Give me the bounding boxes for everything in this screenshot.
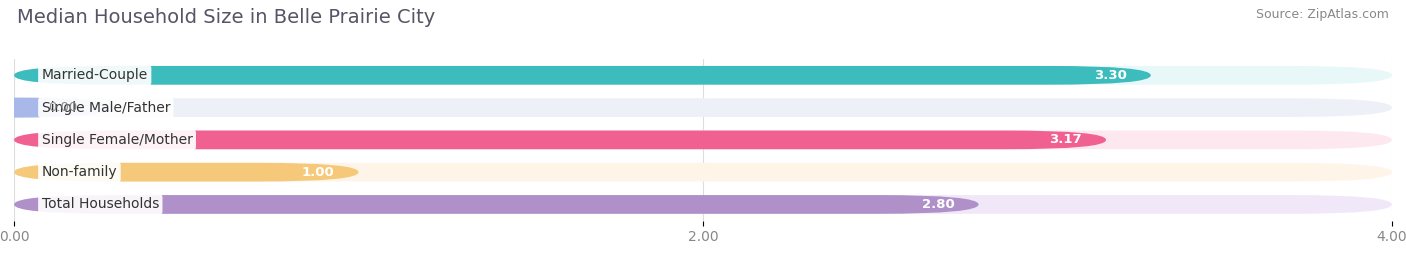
Text: Married-Couple: Married-Couple (42, 68, 148, 82)
Text: Single Male/Father: Single Male/Father (42, 101, 170, 115)
Text: 3.17: 3.17 (1049, 133, 1083, 146)
FancyBboxPatch shape (14, 130, 1107, 149)
Text: 2.80: 2.80 (922, 198, 955, 211)
Text: Total Households: Total Households (42, 197, 159, 211)
FancyBboxPatch shape (14, 163, 1392, 182)
FancyBboxPatch shape (14, 163, 359, 182)
Text: 3.30: 3.30 (1094, 69, 1126, 82)
FancyBboxPatch shape (14, 98, 1392, 117)
FancyBboxPatch shape (14, 66, 1392, 85)
Text: 1.00: 1.00 (302, 166, 335, 179)
FancyBboxPatch shape (14, 195, 1392, 214)
Text: Single Female/Mother: Single Female/Mother (42, 133, 193, 147)
Text: Non-family: Non-family (42, 165, 117, 179)
FancyBboxPatch shape (14, 66, 1150, 85)
Text: Median Household Size in Belle Prairie City: Median Household Size in Belle Prairie C… (17, 8, 434, 27)
FancyBboxPatch shape (14, 130, 1392, 149)
Text: 0.00: 0.00 (48, 101, 77, 114)
Circle shape (0, 98, 114, 117)
Text: Source: ZipAtlas.com: Source: ZipAtlas.com (1256, 8, 1389, 21)
FancyBboxPatch shape (14, 195, 979, 214)
